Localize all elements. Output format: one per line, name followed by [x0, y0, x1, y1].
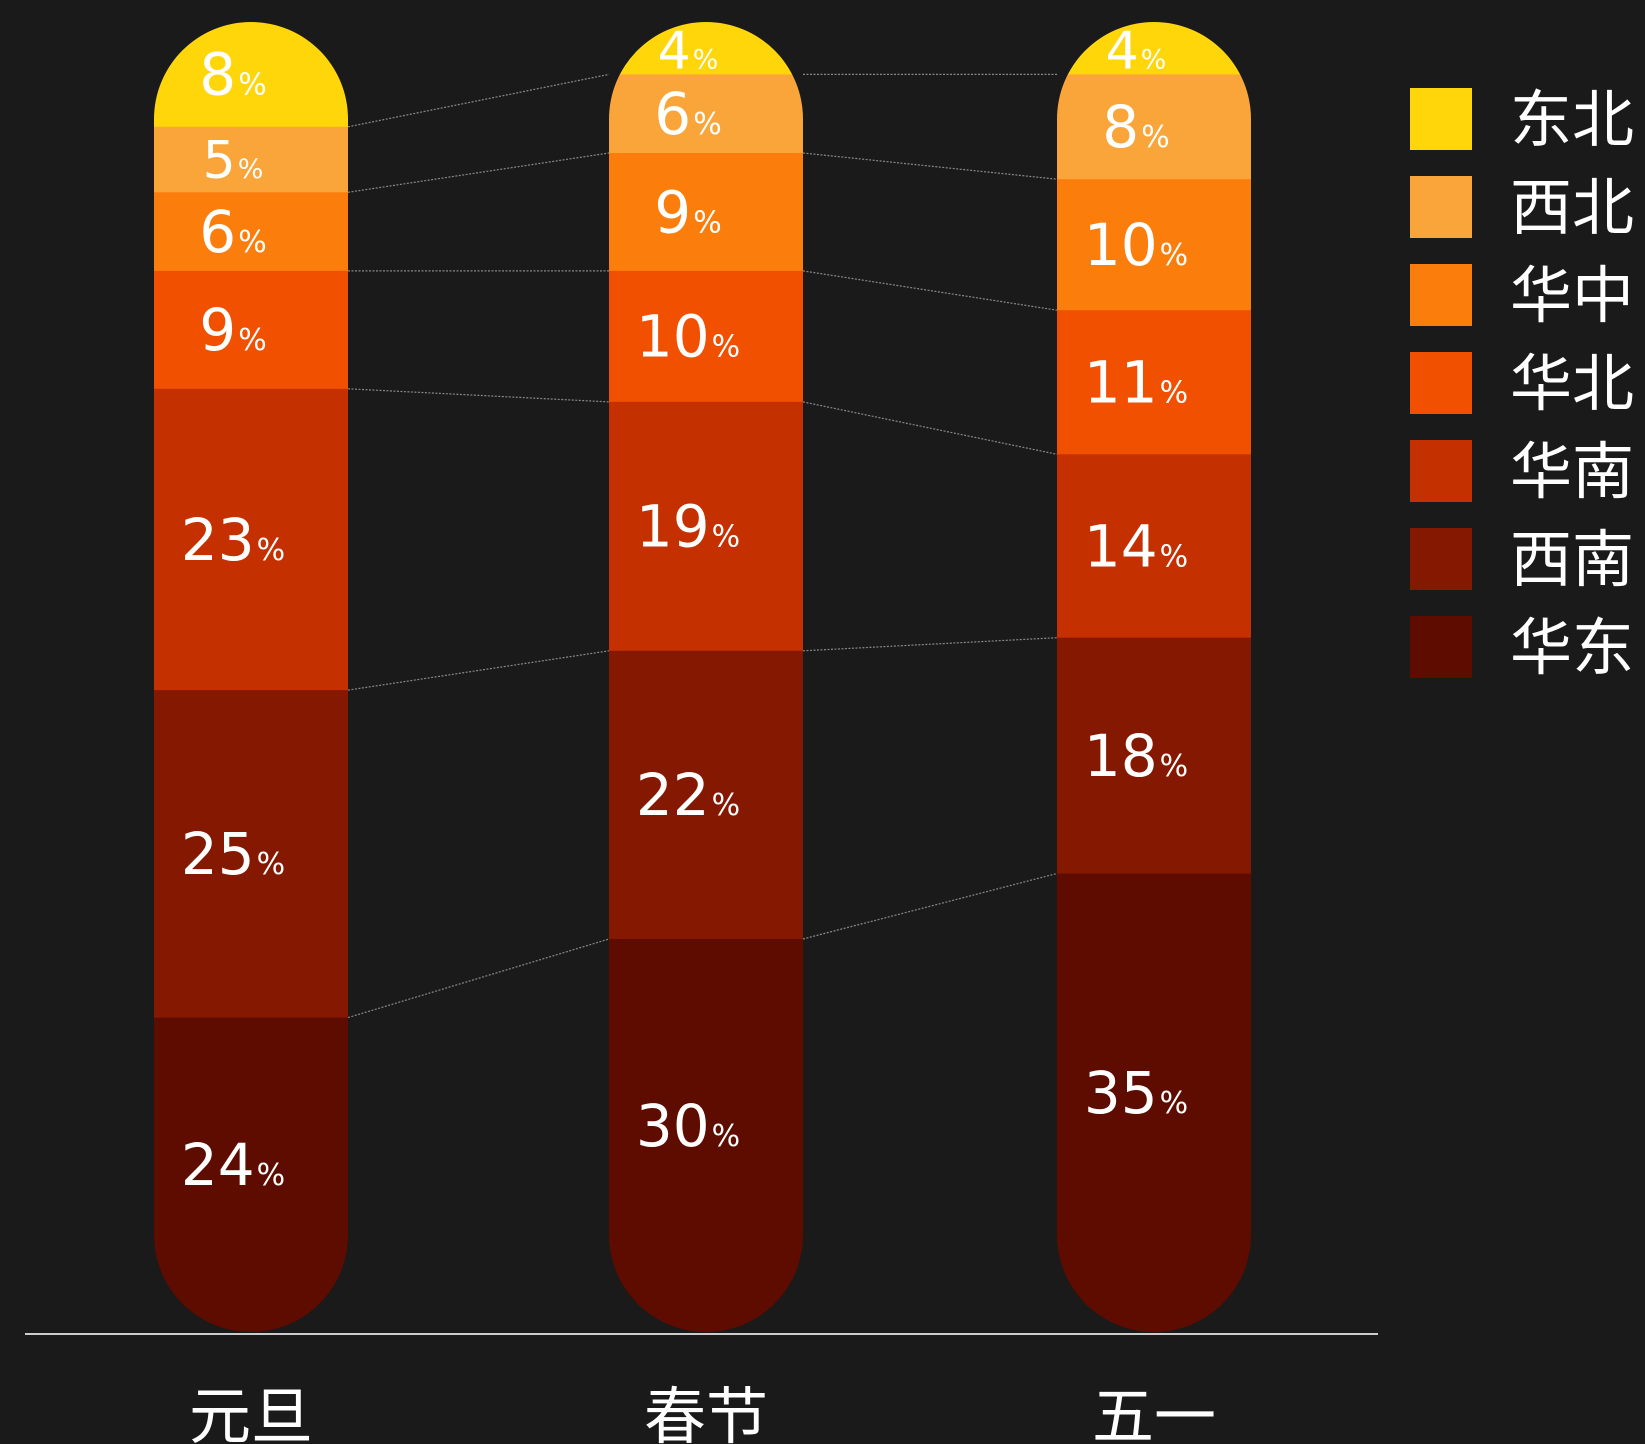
x-tick-label: 五一	[1092, 1380, 1216, 1444]
legend-label: 华中	[1510, 259, 1634, 332]
data-label: 10%	[1084, 211, 1188, 279]
bar-segment	[154, 126, 348, 193]
legend-label: 华南	[1510, 435, 1634, 508]
data-label: 24%	[181, 1131, 285, 1199]
connector-line	[802, 270, 1058, 311]
legend-item: 西南	[1410, 523, 1634, 596]
bar-segment	[609, 74, 803, 154]
data-label: 6%	[654, 80, 721, 148]
data-label: 30%	[636, 1092, 740, 1160]
connector-line	[347, 938, 610, 1019]
connector-line	[802, 401, 1058, 455]
data-label: 8%	[1102, 93, 1169, 161]
bar-segment	[1057, 454, 1251, 639]
connector-line	[347, 152, 610, 193]
bar-segment	[154, 1017, 348, 1332]
legend-item: 华中	[1410, 259, 1634, 332]
legend-label: 东北	[1510, 83, 1634, 156]
bar-segment	[1057, 637, 1251, 875]
legend-swatch	[1410, 528, 1472, 590]
data-label: 4%	[658, 21, 719, 81]
bar-segment	[609, 939, 803, 1332]
legend-item: 西北	[1410, 171, 1634, 244]
connector-line	[802, 872, 1058, 940]
legend-swatch	[1410, 88, 1472, 150]
connector-line	[347, 388, 610, 403]
legend-item: 华东	[1410, 611, 1634, 684]
data-label: 11%	[1084, 349, 1188, 417]
legend-swatch	[1410, 616, 1472, 678]
bar-segment	[609, 153, 803, 272]
connector-line	[802, 637, 1058, 652]
bar-segment	[154, 270, 348, 390]
data-label: 25%	[181, 820, 285, 888]
legend-label: 西南	[1510, 523, 1634, 596]
bar-segment	[154, 388, 348, 691]
legend-label: 西北	[1510, 171, 1634, 244]
bar-segment	[154, 690, 348, 1019]
bar-segment	[609, 401, 803, 652]
bar-segment	[1057, 179, 1251, 311]
bar-segment	[1057, 873, 1251, 1332]
data-label: 22%	[636, 761, 740, 829]
data-label: 4%	[1106, 21, 1167, 81]
data-label: 18%	[1084, 722, 1188, 790]
bar-1	[154, 22, 348, 1332]
bar-segment	[609, 650, 803, 940]
legend-item: 东北	[1410, 83, 1634, 156]
data-label: 9%	[654, 178, 721, 246]
legend-label: 华东	[1510, 611, 1634, 684]
data-label: 6%	[199, 198, 266, 266]
legend-swatch	[1410, 440, 1472, 502]
data-label: 14%	[1084, 512, 1188, 580]
legend-swatch	[1410, 264, 1472, 326]
bar-2	[609, 22, 803, 1332]
bars-group: 8%5%6%9%23%25%24%4%6%9%10%19%22%30%4%8%1…	[154, 21, 1251, 1332]
bar-segment	[1057, 310, 1251, 455]
bar-segment	[154, 192, 348, 272]
data-label: 8%	[199, 41, 266, 109]
legend-swatch	[1410, 176, 1472, 238]
legend-swatch	[1410, 352, 1472, 414]
bar-segment	[1057, 74, 1251, 180]
x-tick-label: 元旦	[189, 1380, 313, 1444]
bar-3	[1057, 22, 1251, 1332]
connector-line	[802, 152, 1058, 180]
data-label: 10%	[636, 303, 740, 371]
data-label: 35%	[1084, 1059, 1188, 1127]
x-tick-label: 春节	[644, 1380, 768, 1444]
data-label: 9%	[199, 296, 266, 364]
legend-item: 华南	[1410, 435, 1634, 508]
data-label: 23%	[181, 506, 285, 574]
connector-line	[347, 650, 610, 691]
legend-label: 华北	[1510, 347, 1634, 420]
data-label: 19%	[636, 493, 740, 561]
connector-lines	[347, 73, 1058, 1019]
legend-item: 华北	[1410, 347, 1634, 420]
bar-segment	[609, 270, 803, 403]
x-axis-labels: 元旦 春节 五一	[189, 1380, 1216, 1444]
data-label: 5%	[203, 131, 264, 191]
connector-line	[347, 73, 610, 128]
